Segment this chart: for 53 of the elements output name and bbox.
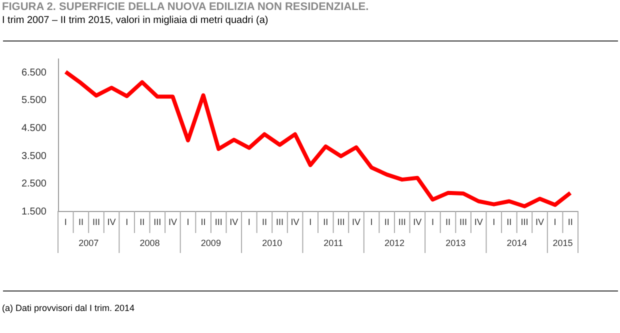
x-tick-label: II [445,217,451,227]
x-tick-label: IV [352,217,360,227]
text: 2014 [506,238,527,248]
y-tick-label: 6.500 [21,67,47,78]
x-tick-label: II [323,217,328,227]
x-tick-label: IV [413,217,422,227]
text: 2015 [552,238,573,248]
y-tick-label: 5.500 [21,95,47,106]
x-tick-label: IV [290,217,300,227]
x-tick-label: II [200,217,206,227]
x-tick-label: I [492,217,496,227]
x-tick-label: III [398,217,406,227]
x-tick-label: II [262,217,267,227]
x-tick-label: I [248,217,250,227]
x-tick-label: I [126,217,128,227]
x-tick-label: III [214,217,222,227]
x-tick-label: I [309,217,312,227]
x-tick-label: II [140,217,145,227]
x-tick-label: II [506,217,512,227]
x-tick-label: I [554,217,556,227]
text: 2008 [140,238,160,248]
x-tick-label: I [64,217,67,227]
x-tick-label: I [186,217,190,227]
chart-subtitle: I trim 2007 – II trim 2015, valori in migliaia di metri quadri (a) [2,15,268,26]
text: 2010 [262,238,282,248]
y-tick-label: 3.500 [21,150,47,162]
x-tick-label: IV [536,217,544,227]
x-tick-label: II [384,217,390,227]
line-series [64,70,572,208]
text: 2013 [446,238,466,248]
y-tick-label: 2.500 [21,178,47,190]
x-tick-label: IV [168,217,177,227]
text: 2009 [200,238,221,248]
y-tick-label: 4.500 [21,123,47,134]
text: 2007 [78,238,99,248]
text: 2011 [324,238,343,248]
x-tick-label: III [276,217,284,227]
x-tick-label: I [431,217,434,227]
x-tick-label: III [520,217,528,227]
x-tick-label: III [92,217,100,227]
x-tick-label: IV [230,217,238,227]
x-tick-label: III [460,217,468,227]
x-tick-label: II [568,217,573,227]
text: (a) Dati provvisori dal I trim. 2014 [2,303,135,313]
y-tick-label: 1.500 [21,206,47,218]
text: 2012 [384,238,404,248]
chart-title: FIGURA 2. SUPERFICIE DELLA NUOVA EDILIZIA NON RESIDENZIALE. [2,1,369,13]
x-tick-label: I [370,217,373,227]
x-tick-label: IV [107,217,116,227]
x-tick-label: III [154,217,162,227]
x-tick-label: IV [474,217,483,227]
x-tick-label: III [337,217,345,227]
x-tick-label: II [78,217,84,227]
